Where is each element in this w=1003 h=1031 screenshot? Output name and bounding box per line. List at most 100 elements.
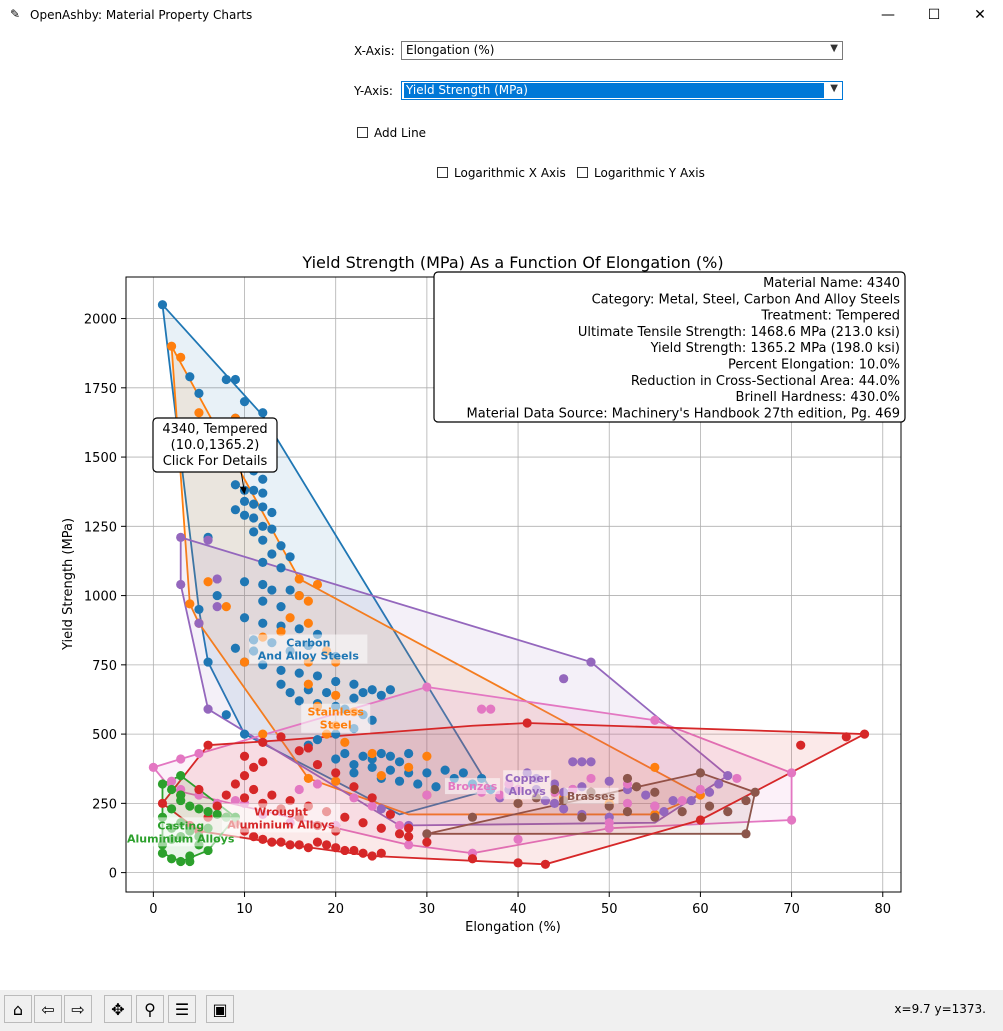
data-point[interactable] (641, 790, 651, 800)
data-point[interactable] (258, 729, 268, 739)
data-point[interactable] (258, 535, 268, 545)
data-point[interactable] (577, 757, 587, 767)
data-point[interactable] (440, 765, 450, 775)
data-point[interactable] (668, 795, 678, 806)
data-point[interactable] (650, 715, 660, 725)
data-point[interactable] (312, 837, 323, 847)
data-point[interactable] (312, 735, 323, 745)
data-point[interactable] (394, 776, 405, 786)
data-point[interactable] (276, 732, 286, 742)
data-point[interactable] (385, 685, 396, 695)
home-icon[interactable]: ⌂ (4, 995, 32, 1023)
data-point[interactable] (376, 771, 386, 781)
data-point[interactable] (185, 856, 195, 867)
configure-subplots-icon[interactable]: ☰ (168, 995, 196, 1023)
log-y-checkbox[interactable] (577, 167, 588, 178)
data-point[interactable] (303, 773, 313, 784)
data-point[interactable] (166, 776, 177, 786)
data-point[interactable] (249, 499, 259, 509)
data-point[interactable] (422, 682, 432, 692)
data-point[interactable] (385, 751, 396, 761)
pan-icon[interactable]: ✥ (104, 995, 132, 1023)
data-point[interactable] (376, 690, 386, 700)
data-point[interactable] (303, 679, 313, 689)
data-point[interactable] (303, 843, 313, 853)
data-point[interactable] (695, 784, 706, 795)
chart[interactable]: Yield Strength (MPa) As a Function Of El… (0, 230, 1003, 990)
data-point[interactable] (239, 613, 250, 623)
data-point[interactable] (513, 834, 523, 844)
y-axis-select[interactable]: Yield Strength (MPa) ▼ (401, 81, 843, 100)
data-point[interactable] (404, 840, 414, 850)
data-point[interactable] (650, 801, 660, 811)
data-point[interactable] (294, 668, 304, 678)
log-x-checkbox[interactable] (437, 167, 448, 178)
data-point[interactable] (239, 793, 250, 803)
data-point[interactable] (148, 762, 158, 772)
data-point[interactable] (258, 474, 268, 484)
data-point[interactable] (349, 782, 359, 792)
data-point[interactable] (194, 748, 204, 759)
data-point[interactable] (340, 748, 350, 759)
zoom-icon[interactable]: ⚲ (136, 995, 164, 1023)
data-point[interactable] (276, 626, 286, 637)
data-point[interactable] (714, 779, 724, 789)
data-point[interactable] (294, 696, 304, 706)
data-point[interactable] (230, 779, 241, 789)
data-point[interactable] (522, 718, 532, 728)
data-point[interactable] (349, 679, 359, 689)
data-point[interactable] (422, 790, 432, 800)
data-point[interactable] (194, 408, 204, 418)
data-point[interactable] (258, 488, 268, 498)
back-icon[interactable]: ⇦ (34, 995, 62, 1023)
data-point[interactable] (157, 848, 168, 858)
data-point[interactable] (568, 757, 578, 767)
data-point[interactable] (695, 768, 706, 778)
data-point[interactable] (549, 784, 560, 795)
data-point[interactable] (285, 585, 295, 595)
data-point[interactable] (176, 579, 186, 590)
data-point[interactable] (176, 795, 186, 806)
data-point[interactable] (786, 815, 797, 825)
data-point[interactable] (194, 388, 204, 398)
data-point[interactable] (732, 773, 742, 784)
data-point[interactable] (321, 687, 332, 698)
data-point[interactable] (230, 643, 241, 653)
data-point[interactable] (358, 687, 368, 698)
data-point[interactable] (294, 746, 304, 756)
data-point[interactable] (677, 795, 687, 806)
data-point[interactable] (276, 563, 286, 573)
data-point[interactable] (294, 784, 304, 795)
data-point[interactable] (367, 851, 377, 861)
data-point[interactable] (203, 807, 213, 817)
data-point[interactable] (258, 596, 268, 606)
data-point[interactable] (166, 784, 177, 795)
data-point[interactable] (267, 585, 277, 595)
data-point[interactable] (394, 829, 405, 839)
data-point[interactable] (677, 807, 687, 817)
data-point[interactable] (723, 771, 733, 781)
data-point[interactable] (258, 408, 268, 418)
data-point[interactable] (185, 599, 195, 609)
data-point[interactable] (203, 845, 213, 856)
data-point[interactable] (604, 823, 614, 833)
data-point[interactable] (331, 768, 341, 778)
data-point[interactable] (239, 771, 250, 781)
data-point[interactable] (549, 798, 560, 808)
data-point[interactable] (431, 782, 441, 792)
maximize-button[interactable]: ☐ (927, 7, 941, 23)
data-point[interactable] (294, 840, 304, 850)
data-point[interactable] (166, 341, 177, 351)
data-point[interactable] (303, 596, 313, 606)
data-point[interactable] (203, 740, 213, 750)
data-point[interactable] (285, 687, 295, 698)
data-point[interactable] (796, 740, 806, 750)
data-point[interactable] (249, 527, 259, 537)
data-point[interactable] (166, 804, 177, 814)
data-point[interactable] (367, 748, 377, 759)
data-point[interactable] (258, 502, 268, 512)
data-point[interactable] (276, 665, 286, 675)
data-point[interactable] (486, 704, 496, 714)
data-point[interactable] (331, 776, 341, 786)
data-point[interactable] (559, 804, 569, 814)
